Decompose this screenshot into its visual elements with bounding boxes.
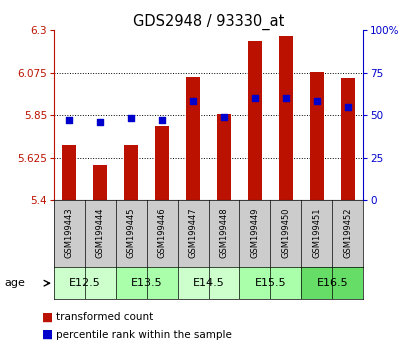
Point [159,117,166,123]
Text: GSM199447: GSM199447 [188,207,198,258]
Text: GSM199450: GSM199450 [281,207,290,258]
Point [221,114,227,120]
Point [66,117,73,123]
Bar [54,267,116,299]
Bar [124,145,138,200]
Title: GDS2948 / 93330_at: GDS2948 / 93330_at [133,14,284,30]
Bar [186,77,200,200]
Bar [341,78,355,200]
Text: ■: ■ [42,328,53,341]
Text: E16.5: E16.5 [316,278,348,288]
Text: E15.5: E15.5 [254,278,286,288]
Bar [217,114,231,200]
Bar [279,36,293,200]
Point [190,99,196,104]
Text: GSM199443: GSM199443 [65,207,74,258]
Text: GSM199445: GSM199445 [127,207,136,258]
Text: E12.5: E12.5 [69,278,101,288]
Text: E13.5: E13.5 [131,278,163,288]
Bar [62,145,76,200]
Bar [93,165,107,200]
Text: age: age [4,278,25,288]
Point [313,99,320,104]
Bar [116,267,178,299]
Point [97,119,104,125]
Text: GSM199448: GSM199448 [220,207,229,258]
Bar [301,267,363,299]
Point [344,104,351,109]
Bar [178,267,239,299]
Text: ■: ■ [42,310,53,323]
Text: GSM199444: GSM199444 [96,207,105,258]
Point [283,95,289,101]
Bar [239,267,301,299]
Text: transformed count: transformed count [56,312,153,322]
Text: GSM199446: GSM199446 [158,207,167,258]
Text: GSM199449: GSM199449 [250,207,259,258]
Bar [155,126,169,200]
Text: GSM199452: GSM199452 [343,207,352,258]
Bar [248,41,262,200]
Text: E14.5: E14.5 [193,278,225,288]
Point [251,95,258,101]
Text: GSM199451: GSM199451 [312,207,321,258]
Point [128,116,134,121]
Text: percentile rank within the sample: percentile rank within the sample [56,330,232,339]
Bar [310,72,324,200]
